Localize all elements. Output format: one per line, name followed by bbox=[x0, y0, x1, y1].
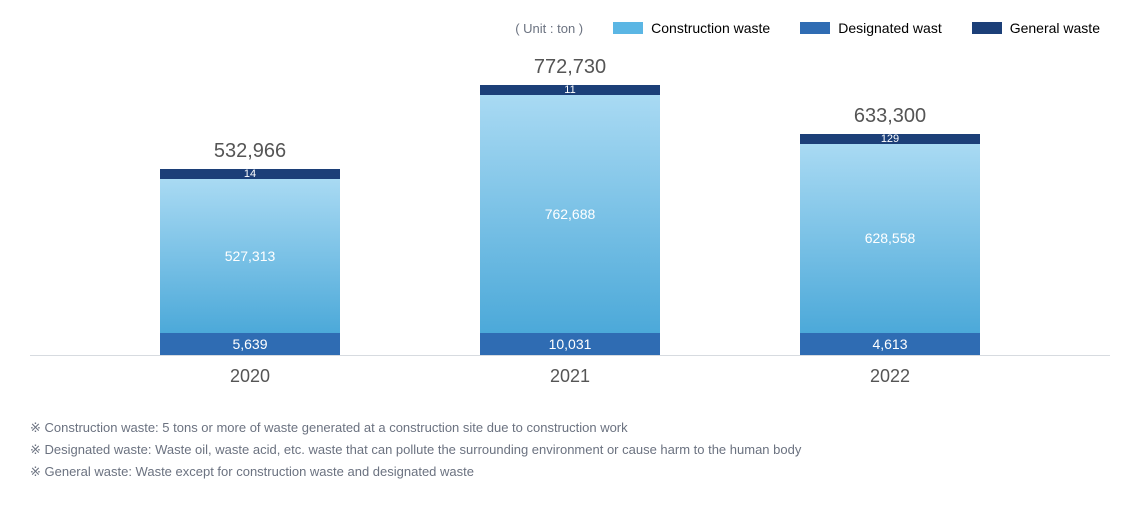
segment-construction: 762,688 bbox=[480, 95, 660, 333]
bar-stack: 129 628,558 4,613 bbox=[800, 134, 980, 355]
plot-area: 532,966 14 527,313 5,639 772,730 11 762,688 10,… bbox=[30, 56, 1110, 356]
bar-stack: 11 762,688 10,031 bbox=[480, 85, 660, 355]
x-label: 2022 bbox=[800, 366, 980, 387]
segment-label: 14 bbox=[244, 169, 256, 179]
bar-group-2022: 633,300 129 628,558 4,613 bbox=[800, 105, 980, 355]
footnote-line: ※ Designated waste: Waste oil, waste aci… bbox=[30, 439, 1110, 461]
waste-chart: ( Unit : ton ) Construction waste Design… bbox=[0, 0, 1140, 521]
segment-label: 11 bbox=[564, 85, 575, 95]
x-label: 2021 bbox=[480, 366, 660, 387]
segment-designated: 5,639 bbox=[160, 333, 340, 355]
footnote-line: ※ Construction waste: 5 tons or more of … bbox=[30, 417, 1110, 439]
segment-label: 762,688 bbox=[545, 206, 596, 222]
legend-label-general: General waste bbox=[1010, 20, 1100, 36]
segment-label: 527,313 bbox=[225, 248, 276, 264]
total-label: 532,966 bbox=[214, 140, 286, 163]
swatch-designated bbox=[800, 22, 830, 34]
bar-stack: 14 527,313 5,639 bbox=[160, 169, 340, 355]
segment-construction: 527,313 bbox=[160, 179, 340, 333]
swatch-construction bbox=[613, 22, 643, 34]
segment-designated: 10,031 bbox=[480, 333, 660, 355]
segment-designated: 4,613 bbox=[800, 333, 980, 355]
footnotes: ※ Construction waste: 5 tons or more of … bbox=[30, 417, 1110, 483]
legend-label-designated: Designated wast bbox=[838, 20, 942, 36]
segment-general: 11 bbox=[480, 85, 660, 95]
bar-group-2020: 532,966 14 527,313 5,639 bbox=[160, 140, 340, 355]
segment-label: 5,639 bbox=[232, 336, 267, 352]
segment-general: 14 bbox=[160, 169, 340, 179]
legend: ( Unit : ton ) Construction waste Design… bbox=[30, 20, 1110, 36]
unit-label: ( Unit : ton ) bbox=[515, 21, 583, 36]
legend-item-general: General waste bbox=[972, 20, 1100, 36]
x-label: 2020 bbox=[160, 366, 340, 387]
segment-label: 129 bbox=[881, 134, 899, 144]
segment-label: 628,558 bbox=[865, 230, 916, 246]
swatch-general bbox=[972, 22, 1002, 34]
segment-general: 129 bbox=[800, 134, 980, 144]
footnote-line: ※ General waste: Waste except for constr… bbox=[30, 461, 1110, 483]
total-label: 772,730 bbox=[534, 56, 606, 79]
x-axis: 2020 2021 2022 bbox=[30, 356, 1110, 387]
legend-item-designated: Designated wast bbox=[800, 20, 942, 36]
legend-item-construction: Construction waste bbox=[613, 20, 770, 36]
segment-label: 4,613 bbox=[872, 336, 907, 352]
bar-group-2021: 772,730 11 762,688 10,031 bbox=[480, 56, 660, 355]
segment-construction: 628,558 bbox=[800, 144, 980, 333]
total-label: 633,300 bbox=[854, 105, 926, 128]
segment-label: 10,031 bbox=[549, 336, 592, 352]
legend-label-construction: Construction waste bbox=[651, 20, 770, 36]
